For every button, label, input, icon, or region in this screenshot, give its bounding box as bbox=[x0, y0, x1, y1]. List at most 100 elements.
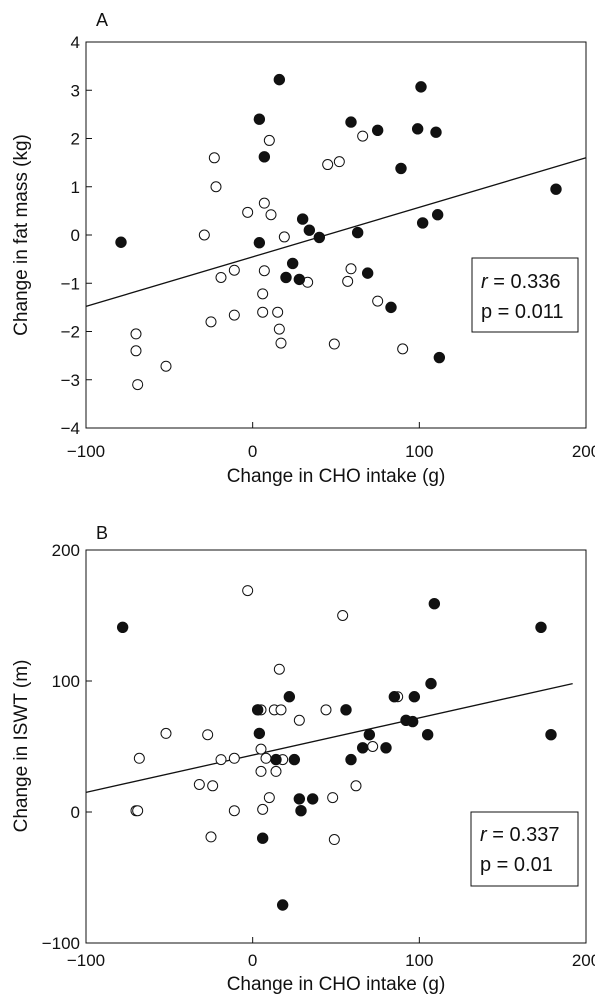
panel-b-open-point bbox=[242, 585, 254, 597]
panel-b-filled-point bbox=[288, 753, 301, 766]
panel-a-open-point bbox=[198, 229, 210, 241]
panel-b-open-point bbox=[367, 741, 379, 752]
panel-a-open-point bbox=[333, 156, 345, 168]
panel-a-open-point bbox=[263, 134, 275, 146]
panel-a-open-point bbox=[328, 338, 340, 350]
panel-b-filled-point bbox=[251, 704, 264, 716]
panel-a-p-value: p = 0.011 bbox=[481, 301, 563, 323]
panel-a-stats-border bbox=[471, 257, 579, 333]
panel-b-open-point bbox=[193, 778, 205, 790]
panel-a-open-point bbox=[342, 275, 354, 287]
panel-b-open-point bbox=[255, 743, 267, 755]
panel-a-y-tick-label: −1 bbox=[61, 274, 80, 293]
panel-a-y-tick-label: 0 bbox=[71, 226, 80, 245]
panel-b-open-point bbox=[257, 803, 269, 815]
panel-b-filled-point bbox=[356, 742, 369, 754]
panel-b-open-point bbox=[255, 765, 267, 777]
panel-a-open-point bbox=[345, 263, 357, 275]
panel-a-open-point bbox=[228, 309, 240, 321]
panel-b-x-axis-label: Change in CHO intake (g) bbox=[227, 974, 446, 994]
panel-a-open-point bbox=[275, 337, 287, 349]
panel-b-open-point bbox=[337, 610, 349, 621]
panel-a-open-point bbox=[132, 379, 144, 391]
panel-b-open-point bbox=[133, 752, 145, 764]
panel-a-y-tick-label: 4 bbox=[71, 33, 80, 52]
panel-a-filled-point bbox=[286, 257, 299, 270]
panel-a-filled-point bbox=[433, 351, 446, 364]
panel-b-r-value: r = 0.337 bbox=[480, 824, 560, 846]
panel-b-marks: −100 0 100 200 −100 0 100 200 bbox=[42, 541, 595, 970]
panel-b-y-tick-label: 100 bbox=[52, 672, 80, 691]
panel-b-filled-point bbox=[253, 727, 266, 740]
panel-a-letter: A bbox=[96, 10, 108, 30]
panel-a-r-symbol: r bbox=[481, 271, 489, 293]
panel-a-filled-point bbox=[258, 151, 271, 163]
panel-b-open-point bbox=[132, 805, 144, 817]
panel-a-filled-point bbox=[411, 123, 424, 135]
panel-a-open-point bbox=[272, 306, 284, 318]
panel-a-filled-point bbox=[293, 273, 306, 286]
panel-b-x-tick-label: 200 bbox=[572, 951, 595, 970]
panel-b-open-point bbox=[228, 805, 240, 817]
panel-b-x-tick-label: −100 bbox=[67, 951, 105, 970]
panel-b-open-point bbox=[205, 831, 217, 843]
panel-a-open-point bbox=[372, 295, 384, 307]
panel-a-open-point bbox=[278, 231, 290, 243]
panel-a-r-value: r = 0.336 bbox=[481, 271, 561, 293]
panel-a-filled-point bbox=[550, 183, 562, 195]
panel-b-open-point bbox=[327, 792, 339, 804]
panel-b-filled-point bbox=[388, 691, 401, 703]
panel-b-open-point bbox=[215, 754, 227, 766]
panel-b-r-text: = 0.337 bbox=[487, 824, 560, 846]
panel-a-filled-point bbox=[385, 301, 397, 314]
panel-a-x-axis-label: Change in CHO intake (g) bbox=[227, 466, 446, 487]
panel-a-x-tick-label: 200 bbox=[572, 442, 595, 461]
panel-a-filled-point bbox=[273, 73, 286, 86]
panel-b-filled-point bbox=[408, 691, 421, 703]
panel-a-y-tick-label: −3 bbox=[61, 371, 80, 390]
panel-b-stats-box: r = 0.337 p = 0.01 bbox=[470, 811, 579, 887]
panel-b-open-point bbox=[328, 834, 340, 846]
panel-b-regression-line bbox=[85, 682, 573, 793]
panel-b-y-tick-label: 0 bbox=[71, 803, 80, 822]
panel-a-regression-line bbox=[85, 157, 587, 308]
panel-a-open-point bbox=[130, 345, 142, 357]
panel-b-filled-point bbox=[256, 832, 269, 844]
panel-b-open-point bbox=[228, 752, 240, 764]
panel-b-filled-point bbox=[276, 899, 289, 911]
panel-a-filled-point bbox=[415, 81, 427, 93]
panel-a-open-point bbox=[242, 206, 254, 218]
panel-a-filled-point bbox=[303, 224, 316, 236]
panel-a-filled-point bbox=[361, 267, 374, 279]
panel-b-open-point bbox=[160, 727, 172, 739]
panel-b-open-point bbox=[293, 714, 305, 726]
panel-b: B −100 0 100 200 −100 0 100 200 Change in CHO i… bbox=[11, 523, 595, 994]
panel-a-y-tick-label: 3 bbox=[71, 81, 80, 100]
panel-b-filled-point bbox=[363, 729, 376, 741]
panel-a-open-point bbox=[357, 130, 369, 142]
panel-a-open-point bbox=[208, 152, 220, 164]
panel-a-r-text: = 0.336 bbox=[488, 271, 561, 293]
panel-b-filled-point bbox=[283, 691, 296, 703]
panel-b-filled-point bbox=[293, 793, 306, 805]
panel-b-filled-point bbox=[535, 621, 547, 633]
panel-a-y-tick-label: 1 bbox=[71, 178, 80, 197]
panel-a-filled-point bbox=[371, 124, 384, 136]
panel-b-open-point bbox=[270, 765, 282, 777]
panel-a-y-tick-label: −4 bbox=[61, 419, 80, 438]
panel-b-filled-point bbox=[380, 742, 392, 754]
panel-b-x-tick-label: 100 bbox=[405, 951, 433, 970]
panel-b-open-point bbox=[260, 752, 272, 764]
panel-a-filled-point bbox=[313, 231, 326, 244]
panel-a-open-point bbox=[228, 264, 240, 276]
panel-b-stats-border bbox=[470, 811, 579, 887]
panel-b-plot-frame bbox=[85, 549, 587, 944]
panel-a-open-point bbox=[397, 343, 409, 355]
panel-b-filled-point bbox=[295, 804, 307, 817]
panel-a-filled-point bbox=[115, 236, 127, 248]
panel-b-r-symbol: r bbox=[480, 824, 488, 846]
panel-a-y-tick-label: −2 bbox=[61, 323, 80, 342]
panel-b-filled-point bbox=[306, 793, 319, 805]
panel-a-marks: −100 0 100 200 −4 −3 −2 −1 0 1 2 3 4 bbox=[61, 33, 595, 461]
